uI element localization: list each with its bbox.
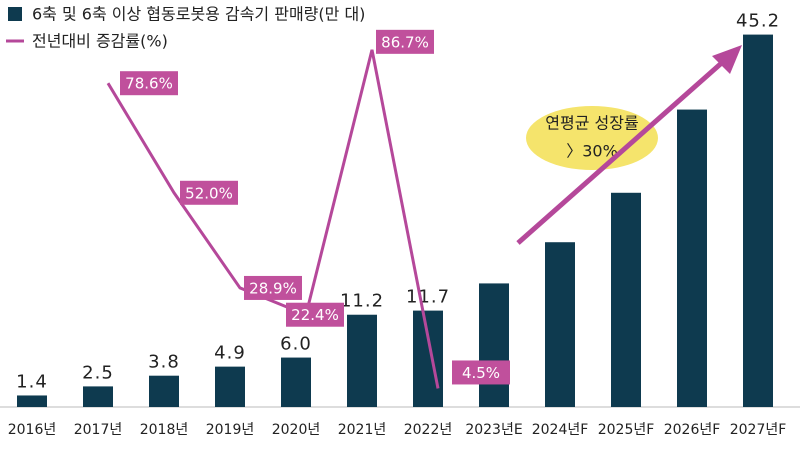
data-label: 4.5% bbox=[462, 364, 500, 382]
x-tick-label: 2024년F bbox=[532, 422, 589, 438]
x-tick-label: 2025년F bbox=[598, 422, 655, 438]
label-box bbox=[376, 29, 434, 54]
trend-arrow bbox=[516, 58, 727, 245]
legend-label: 6축 및 6축 이상 협동로봇용 감속기 판매량(만 대) bbox=[32, 5, 365, 24]
x-tick-label: 2021년 bbox=[338, 422, 387, 438]
data-label: 1.4 bbox=[16, 371, 48, 392]
label-box bbox=[286, 302, 344, 327]
data-label: 86.7% bbox=[381, 33, 429, 51]
x-tick-label: 2022년 bbox=[404, 422, 453, 438]
data-label: 28.9% bbox=[249, 279, 297, 297]
data-label: 22.4% bbox=[291, 306, 339, 324]
callout bbox=[526, 106, 658, 170]
bar bbox=[83, 386, 113, 407]
bar bbox=[545, 242, 575, 407]
x-tick-label: 2017년 bbox=[74, 422, 123, 438]
data-label: 2.5 bbox=[82, 362, 114, 383]
legend-label: 전년대비 증감률(%) bbox=[32, 32, 168, 51]
bar bbox=[479, 283, 509, 407]
data-label: 11.7 bbox=[406, 287, 450, 308]
arrow-head bbox=[712, 45, 742, 74]
data-label: 11.2 bbox=[340, 291, 384, 312]
data-label: 4.9 bbox=[214, 343, 246, 364]
bar bbox=[215, 366, 245, 407]
legend-swatch-bar bbox=[8, 7, 22, 21]
label-box bbox=[180, 180, 238, 205]
label-box bbox=[120, 71, 178, 96]
bar bbox=[611, 192, 641, 407]
x-tick-label: 2020년 bbox=[272, 422, 321, 438]
bar bbox=[413, 310, 443, 407]
bar bbox=[281, 357, 311, 407]
x-tick-label: 2026년F bbox=[664, 422, 721, 438]
bar bbox=[743, 34, 773, 407]
data-label: 78.6% bbox=[125, 75, 173, 93]
bar bbox=[677, 109, 707, 408]
data-label: 3.8 bbox=[148, 352, 180, 373]
bar bbox=[17, 395, 47, 407]
label-box bbox=[244, 275, 302, 300]
x-tick-label: 2018년 bbox=[140, 422, 189, 438]
annotation: 연평균 성장률 bbox=[545, 114, 638, 133]
x-tick-label: 2016년 bbox=[8, 422, 57, 438]
annotation: 〉30% bbox=[566, 142, 618, 161]
bar bbox=[149, 375, 179, 407]
x-tick-label: 2023년E bbox=[465, 422, 522, 438]
line bbox=[106, 49, 440, 389]
bar bbox=[347, 314, 377, 407]
data-label: 6.0 bbox=[280, 334, 312, 355]
x-tick-label: 2027년F bbox=[730, 422, 787, 438]
data-label: 45.2 bbox=[736, 11, 780, 32]
data-label: 52.0% bbox=[185, 184, 233, 202]
x-tick-label: 2019년 bbox=[206, 422, 255, 438]
label-box bbox=[452, 360, 510, 385]
